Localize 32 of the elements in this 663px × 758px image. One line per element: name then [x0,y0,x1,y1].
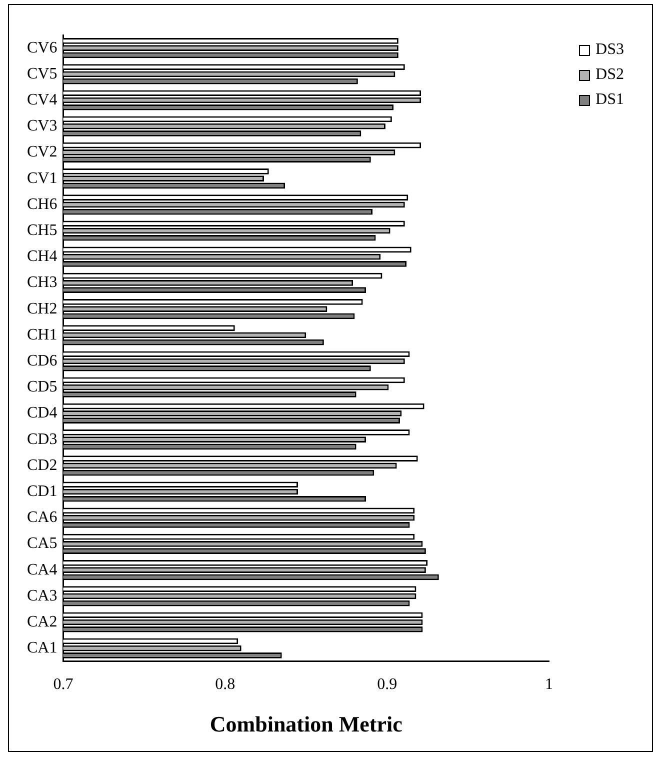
y-tick-label: CH1 [26,326,58,344]
y-tick-label: CH6 [26,196,58,213]
y-tick-label: CA3 [26,587,58,604]
y-tick-label: CV3 [26,118,58,135]
y-tick-label: CH2 [26,300,58,318]
y-tick-label: CH5 [26,222,58,239]
legend-label: DS1 [596,91,624,109]
y-tick-label: CV1 [26,170,58,187]
y-tick-label: CA5 [26,535,58,552]
legend-label: DS2 [596,66,624,84]
y-tick-label: CA1 [26,640,58,657]
x-tick-label: 0.7 [53,676,74,694]
y-tick-label: CD2 [26,456,58,474]
x-axis-title: Combination Metric [210,711,403,736]
y-tick-label: CD3 [26,430,58,448]
x-tick-label: 0.9 [377,676,398,694]
y-tick-label: CV2 [26,144,58,161]
y-tick-label: CD6 [26,352,58,370]
y-tick-label: CH4 [26,248,58,266]
y-tick-label: CA4 [26,561,58,578]
y-tick-label: CD4 [26,404,58,422]
x-tick-label: 0.8 [215,676,236,694]
x-tick-label: 1 [545,676,553,694]
text: DS3 [596,41,624,59]
y-tick-label: CA2 [26,613,58,630]
y-tick-label: CV4 [26,91,58,108]
y-tick-label: CV6 [26,39,58,56]
y-tick-label: CD5 [26,378,58,396]
y-tick-label: CD1 [26,482,58,500]
y-tick-label: CV5 [26,65,58,82]
y-tick-label: CH3 [26,274,58,292]
y-tick-label: CA6 [26,509,58,526]
